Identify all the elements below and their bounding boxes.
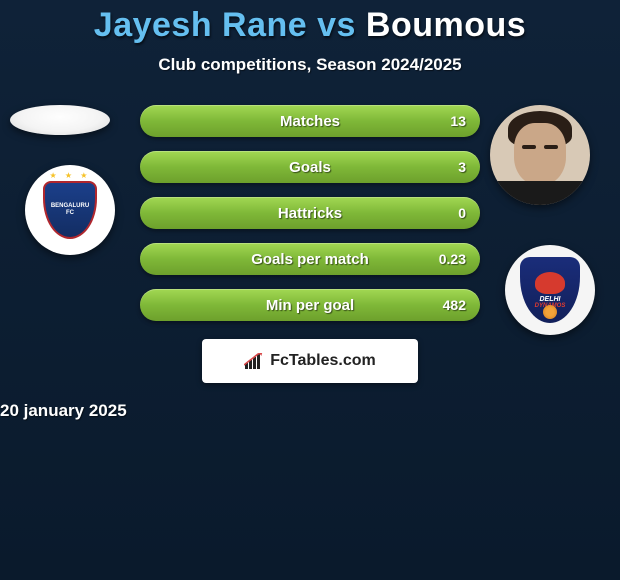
stat-value-right: 482 bbox=[443, 297, 466, 313]
stat-row-goals: Goals 3 bbox=[140, 151, 480, 183]
content-area: ★ ★ ★ BENGALURUFC DELHI DYNAMOS Matches … bbox=[0, 105, 620, 421]
stat-value-right: 0 bbox=[458, 205, 466, 221]
crest-ring-icon bbox=[543, 305, 557, 319]
crest-lion-icon bbox=[535, 272, 565, 294]
crest-badge: DELHI DYNAMOS bbox=[520, 257, 580, 323]
stat-bars: Matches 13 Goals 3 Hattricks 0 Goals per… bbox=[140, 105, 480, 321]
title-vs: vs bbox=[317, 6, 356, 44]
stat-row-hattricks: Hattricks 0 bbox=[140, 197, 480, 229]
source-logo: FcTables.com bbox=[202, 339, 418, 383]
stat-value-right: 3 bbox=[458, 159, 466, 175]
player1-avatar bbox=[10, 105, 110, 135]
snapshot-date: 20 january 2025 bbox=[0, 401, 620, 421]
avatar-shirt bbox=[490, 181, 590, 205]
stat-value-right: 0.23 bbox=[439, 251, 466, 267]
stat-row-matches: Matches 13 bbox=[140, 105, 480, 137]
bar-chart-icon bbox=[244, 353, 264, 369]
crest-shield: BENGALURUFC bbox=[43, 181, 97, 239]
player1-club-crest: ★ ★ ★ BENGALURUFC bbox=[25, 165, 115, 255]
crest-right-line1: DELHI bbox=[540, 296, 561, 303]
stat-row-goals-per-match: Goals per match 0.23 bbox=[140, 243, 480, 275]
stat-label: Goals per match bbox=[251, 251, 369, 268]
stat-label: Matches bbox=[280, 113, 340, 130]
title-player1: Jayesh Rane bbox=[94, 6, 307, 44]
page-title: Jayesh Rane vs Boumous bbox=[94, 6, 526, 45]
source-logo-text: FcTables.com bbox=[270, 352, 376, 370]
avatar-brow bbox=[544, 145, 558, 149]
subtitle: Club competitions, Season 2024/2025 bbox=[158, 55, 461, 75]
title-player2: Boumous bbox=[366, 6, 526, 44]
stat-row-min-per-goal: Min per goal 482 bbox=[140, 289, 480, 321]
stat-label: Hattricks bbox=[278, 205, 342, 222]
comparison-infographic: Jayesh Rane vs Boumous Club competitions… bbox=[0, 0, 620, 580]
avatar-brow bbox=[522, 145, 536, 149]
avatar-face bbox=[514, 123, 566, 185]
crest-left-text: BENGALURUFC bbox=[51, 203, 89, 216]
stat-label: Goals bbox=[289, 159, 331, 176]
stat-label: Min per goal bbox=[266, 297, 354, 314]
player2-avatar bbox=[490, 105, 590, 205]
stat-value-right: 13 bbox=[450, 113, 466, 129]
player2-club-crest: DELHI DYNAMOS bbox=[505, 245, 595, 335]
